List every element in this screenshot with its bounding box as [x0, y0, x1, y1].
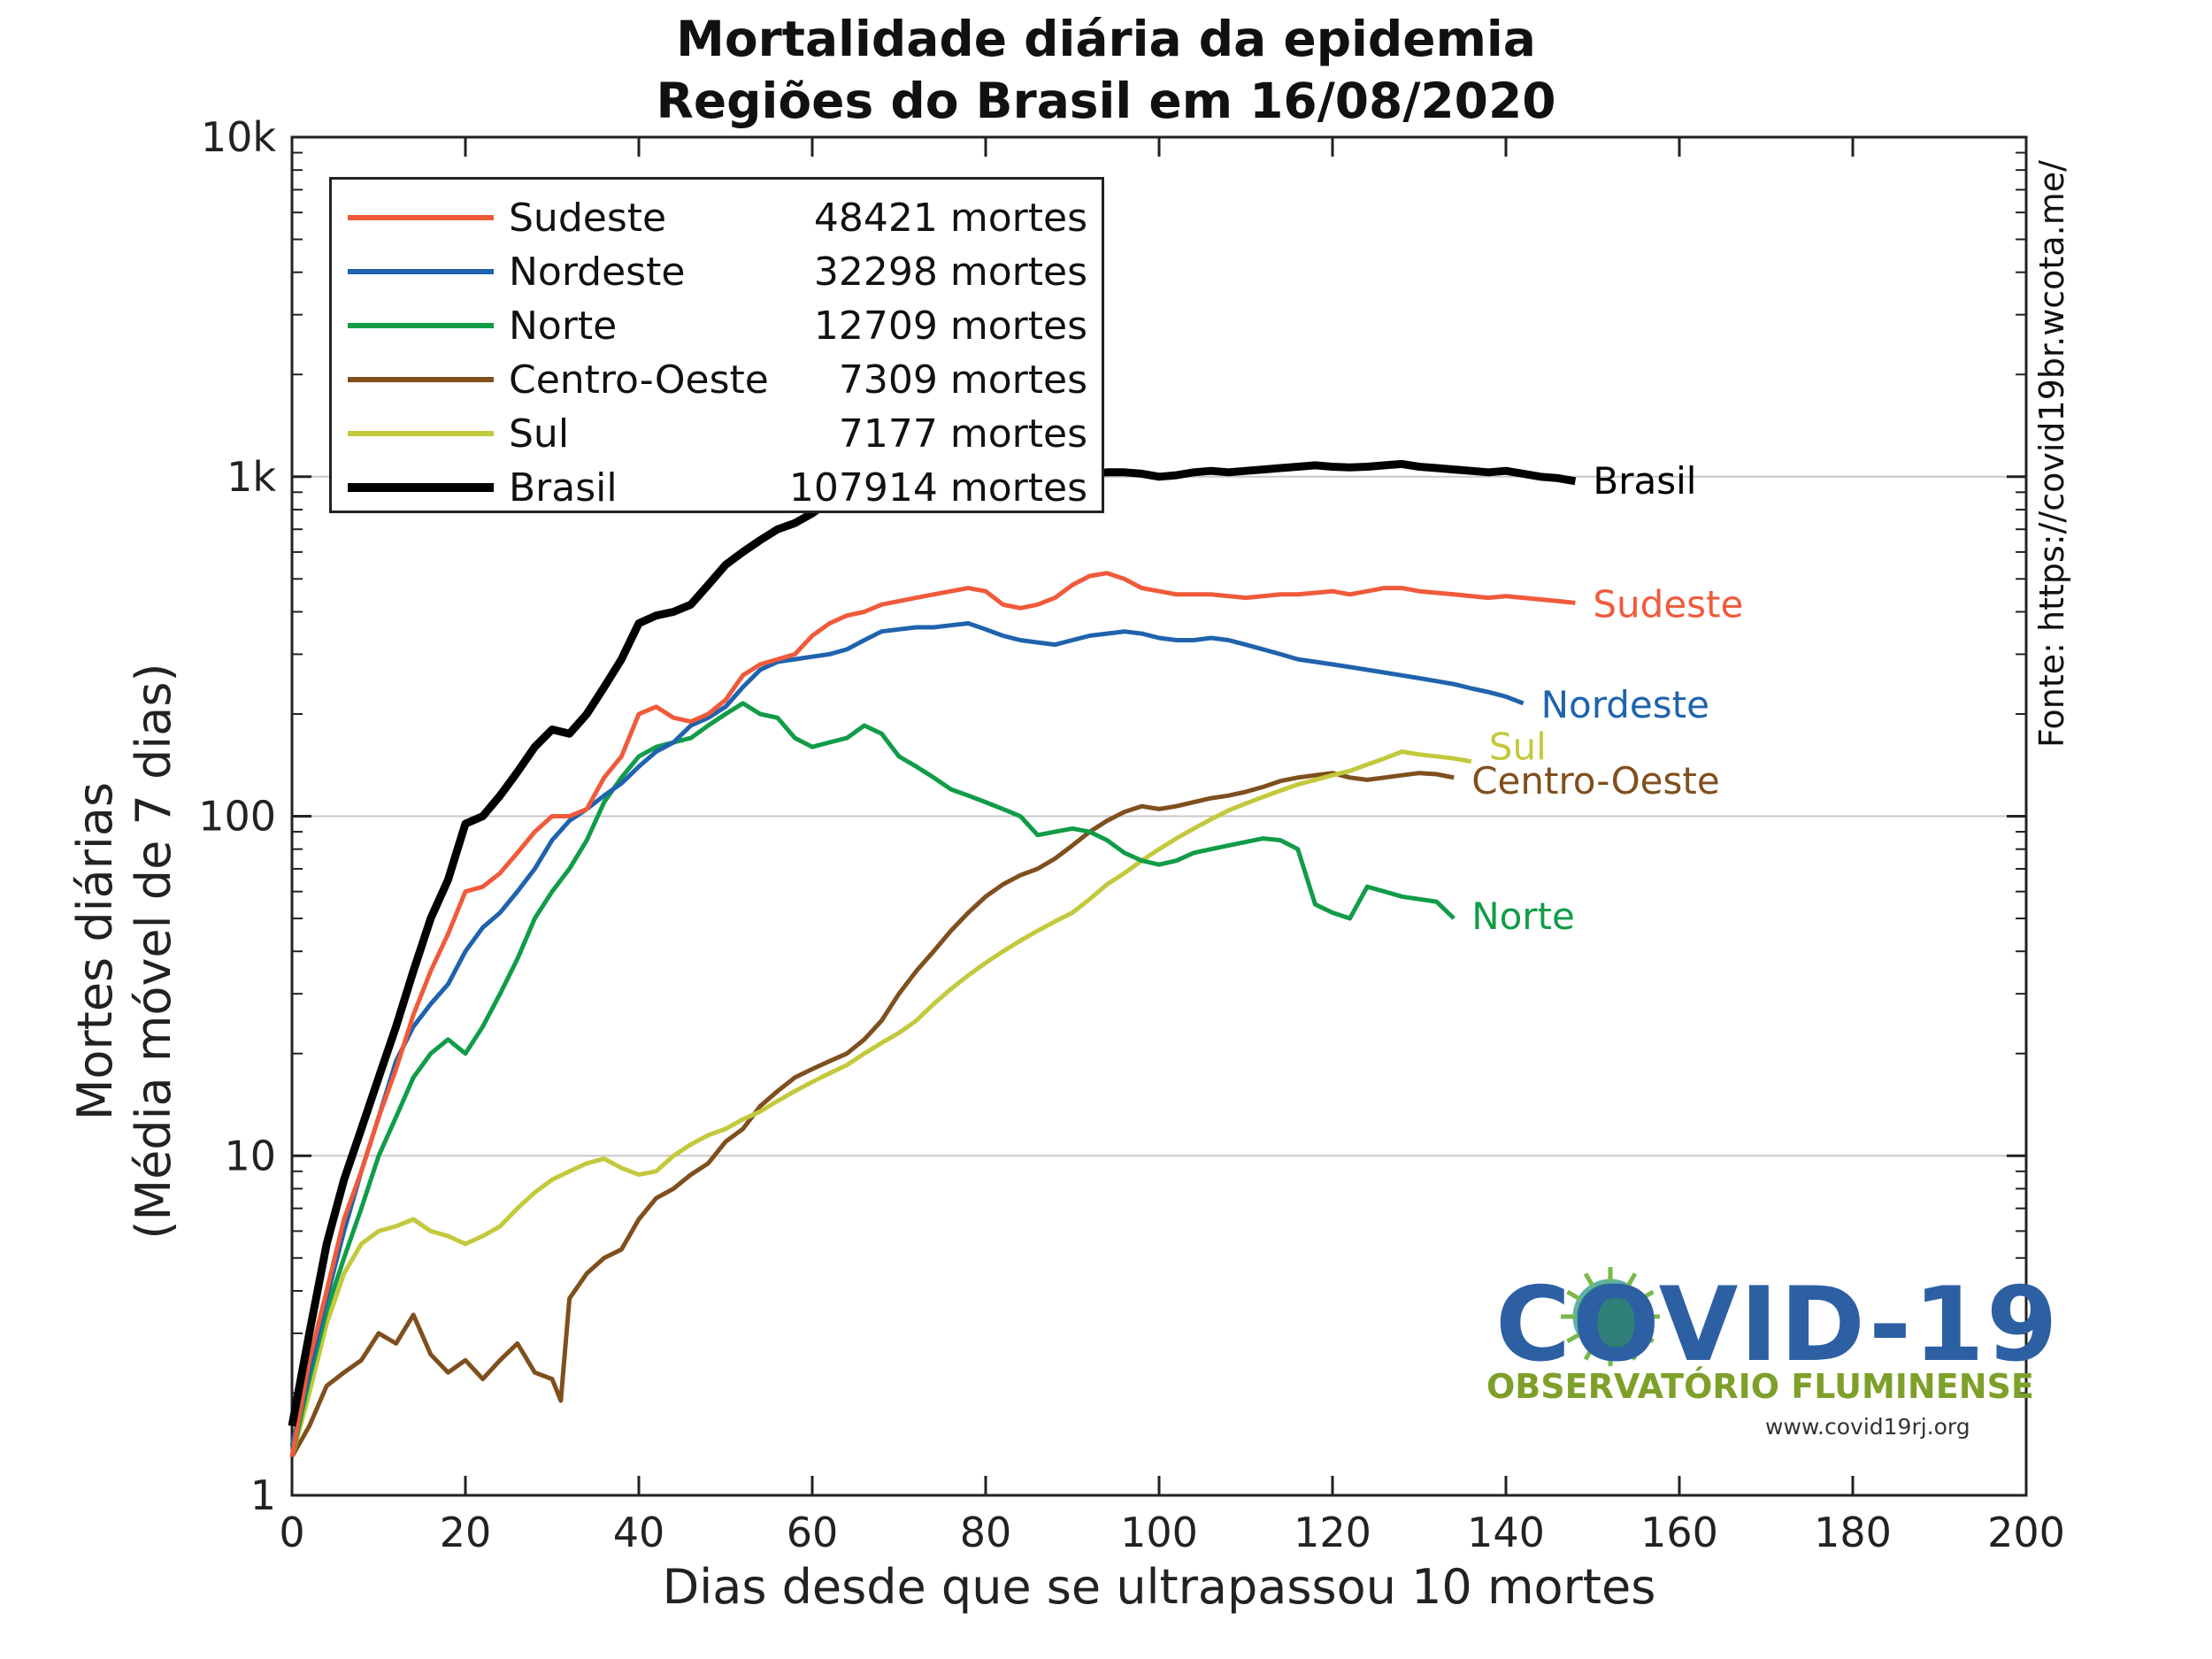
chart-title-line1: Mortalidade diária da epidemia	[676, 11, 1536, 67]
x-tick-label: 200	[1987, 1509, 2065, 1556]
logo-url: www.covid19rj.org	[1765, 1414, 1970, 1440]
x-axis-label: Dias desde que se ultrapassou 10 mortes	[662, 1559, 1656, 1615]
x-tick-label: 160	[1640, 1509, 1718, 1556]
y-tick-label: 10k	[201, 113, 277, 161]
legend-swatch	[348, 269, 494, 274]
series-line-sudeste	[289, 571, 1576, 1457]
virus-spike	[1625, 1346, 1638, 1361]
legend-series-total: 48421 mortes	[813, 196, 1087, 241]
series-line-centro-oeste	[289, 771, 1455, 1458]
legend-item-sul: Sul 7177 mortes	[332, 406, 1102, 459]
legend-series-name: Brasil	[509, 465, 618, 511]
y-axis-label-line1: Mortes diárias	[67, 781, 123, 1121]
y-tick-label: 10	[224, 1132, 276, 1179]
virus-spike	[1583, 1346, 1595, 1361]
chart-title-line2: Regiões do Brasil em 16/08/2020	[656, 73, 1556, 129]
legend-series-total: 7309 mortes	[838, 357, 1087, 403]
y-tick-label: 100	[198, 793, 276, 841]
virus-spike	[1625, 1272, 1638, 1287]
legend-swatch	[348, 215, 494, 220]
x-tick-label: 20	[440, 1509, 492, 1556]
legend-series-name: Centro-Oeste	[509, 357, 769, 403]
legend-series-name: Nordeste	[509, 250, 686, 295]
x-tick-label: 40	[613, 1509, 665, 1556]
virus-spike	[1640, 1332, 1655, 1344]
virus-spike	[1583, 1272, 1595, 1287]
y-axis-label-line2: (Média móvel de 7 dias)	[126, 663, 181, 1240]
series-line-sul	[289, 749, 1472, 1457]
x-tick-label: 60	[787, 1509, 839, 1556]
legend-series-total: 7177 mortes	[838, 411, 1087, 457]
legend-item-sudeste: Sudeste 48421 mortes	[332, 190, 1102, 243]
legend-series-name: Sudeste	[509, 196, 667, 241]
series-end-label: Nordeste	[1541, 683, 1709, 726]
legend-swatch	[348, 483, 494, 492]
x-tick-label: 0	[279, 1509, 304, 1556]
legend: Sudeste 48421 mortes Nordeste 32298 mort…	[329, 177, 1104, 513]
y-tick-label: 1k	[227, 453, 276, 501]
y-tick-label: 1	[250, 1471, 276, 1519]
x-tick-label: 80	[960, 1509, 1012, 1556]
series-end-label: Norte	[1471, 895, 1575, 938]
virus-spike	[1566, 1332, 1581, 1344]
series-end-label: Sudeste	[1593, 582, 1743, 626]
virus-spike	[1566, 1289, 1581, 1302]
legend-swatch	[348, 431, 494, 436]
legend-series-total: 32298 mortes	[813, 250, 1087, 295]
series-line-nordeste	[289, 621, 1525, 1447]
legend-swatch	[348, 323, 494, 328]
y-axis-label: Mortes diárias (Média móvel de 7 dias)	[66, 398, 183, 1504]
legend-series-name: Norte	[509, 303, 618, 349]
virus-spike	[1640, 1289, 1655, 1302]
series-end-label: Brasil	[1593, 459, 1696, 503]
source-credit: Fonte: https://covid19br.wcota.me/	[2032, 160, 2071, 748]
legend-series-total: 12709 mortes	[813, 303, 1087, 349]
x-tick-label: 140	[1467, 1509, 1545, 1556]
x-tick-label: 120	[1294, 1509, 1371, 1556]
x-tick-label: 180	[1814, 1509, 1892, 1556]
logo-subtitle: OBSERVATÓRIO FLUMINENSE	[1486, 1367, 2034, 1406]
logo-title: COVID-19	[1495, 1265, 2060, 1385]
x-tick-label: 100	[1120, 1509, 1198, 1556]
legend-swatch	[348, 377, 494, 382]
legend-item-centro-oeste: Centro-Oeste 7309 mortes	[332, 352, 1102, 405]
legend-item-brasil: Brasil 107914 mortes	[332, 460, 1102, 513]
legend-series-total: 107914 mortes	[788, 465, 1087, 511]
series-line-norte	[289, 701, 1455, 1457]
series-line-brasil	[288, 459, 1577, 1427]
series-end-label: Centro-Oeste	[1471, 759, 1720, 803]
legend-item-nordeste: Nordeste 32298 mortes	[332, 244, 1102, 297]
legend-series-name: Sul	[509, 411, 570, 457]
series-end-label: Sul	[1489, 726, 1547, 769]
legend-item-norte: Norte 12709 mortes	[332, 298, 1102, 351]
